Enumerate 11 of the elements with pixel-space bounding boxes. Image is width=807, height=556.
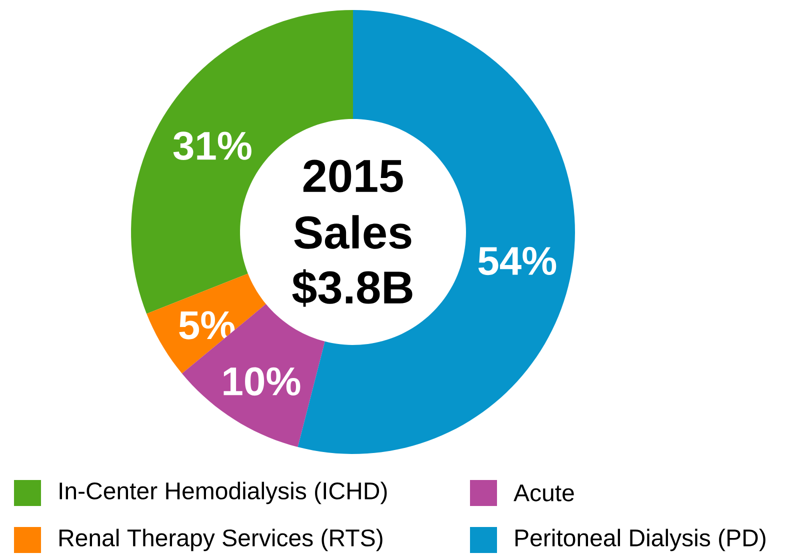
data-label: 5% (179, 311, 235, 340)
data-label: 54% (478, 246, 556, 276)
legend-label: Peritoneal Dialysis (PD) (516, 528, 766, 552)
data-label: 10% (224, 367, 300, 396)
text: 2015 (303, 160, 403, 192)
text: $3.8B (292, 269, 412, 307)
legend-label: Renal Therapy Services (RTS) (60, 528, 382, 552)
data-label: 31% (173, 132, 252, 160)
legend-label: In-Center Hemodialysis (ICHD) (60, 482, 387, 504)
text: Sales (294, 215, 412, 249)
legend-label: Acute (514, 484, 574, 502)
